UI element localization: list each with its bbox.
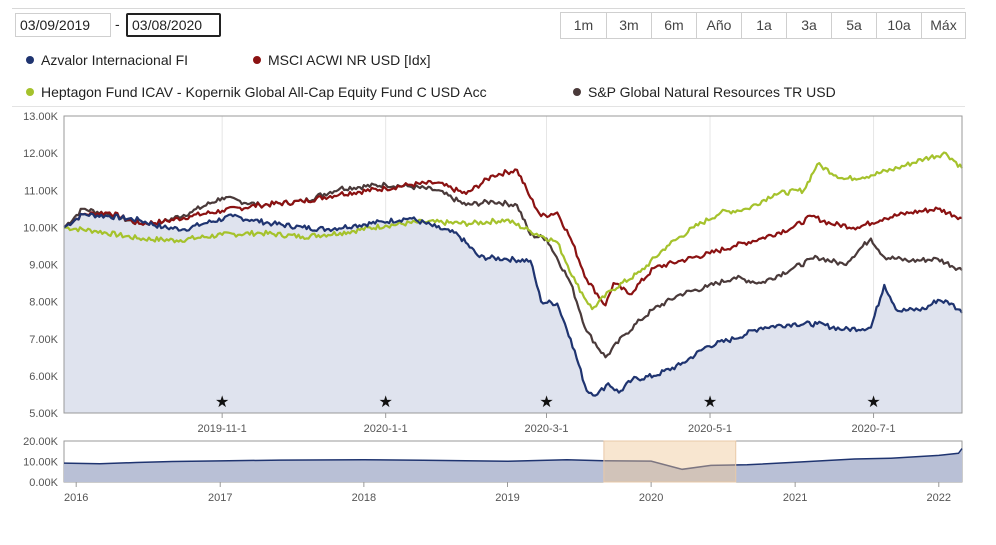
range-button-6m[interactable]: 6m	[651, 13, 696, 38]
range-button-3m[interactable]: 3m	[606, 13, 651, 38]
x-tick-label: 2020-5-1	[688, 423, 732, 435]
event-star-icon: ★	[378, 392, 392, 411]
navigator-x-tick-label: 2022	[927, 492, 951, 504]
navigator-line	[63, 448, 963, 471]
series-line-msci	[63, 168, 963, 307]
navigator-area	[64, 448, 962, 482]
legend-dot-msci	[253, 56, 261, 64]
navigator-x-tick-label: 2021	[783, 492, 807, 504]
range-button-10y[interactable]: 10a	[876, 13, 921, 38]
legend-label-heptagon: Heptagon Fund ICAV - Kopernik Global All…	[41, 84, 487, 100]
x-tick-label: 2020-1-1	[364, 423, 408, 435]
x-tick-label: 2020-3-1	[524, 423, 568, 435]
legend-dot-heptagon	[26, 88, 34, 96]
navigator-x-tick-label: 2020	[639, 492, 663, 504]
range-button-group: 1m 3m 6m Año 1a 3a 5a 10a Máx	[560, 12, 966, 39]
navigator-y-tick-label: 10.00K	[23, 457, 59, 469]
range-button-1m[interactable]: 1m	[573, 17, 594, 33]
main-plot-frame	[63, 115, 963, 414]
legend-item-heptagon[interactable]: Heptagon Fund ICAV - Kopernik Global All…	[26, 84, 487, 100]
top-divider	[12, 0, 965, 9]
y-tick-label: 9.00K	[29, 260, 58, 272]
navigator-x-tick-label: 2018	[352, 492, 376, 504]
performance-chart: ★ ★ ★ ★ ★ 5.00K 6.00K 7.00K 8.00K 9.00K 10.00K 11.…	[23, 111, 963, 504]
legend-item-msci[interactable]: MSCI ACWI NR USD [Idx]	[253, 52, 431, 68]
y-tick-label: 8.00K	[29, 297, 58, 309]
y-tick-label: 11.00K	[24, 185, 59, 197]
main-y-axis: 5.00K 6.00K 7.00K 8.00K 9.00K 10.00K 11.00K 12.…	[23, 111, 59, 420]
y-tick-label: 6.00K	[29, 371, 58, 383]
y-tick-label: 10.00K	[23, 222, 59, 234]
legend-item-azvalor[interactable]: Azvalor Internacional FI	[26, 52, 188, 68]
range-button-3y[interactable]: 3a	[786, 13, 831, 38]
main-lines-layer	[63, 151, 963, 397]
date-from-input[interactable]: 03/09/2019	[15, 13, 111, 37]
y-tick-label: 5.00K	[29, 408, 58, 420]
date-to-input[interactable]: 03/08/2020	[126, 13, 221, 37]
navigator-x-tick-label: 2017	[208, 492, 232, 504]
event-star-icon: ★	[703, 392, 717, 411]
range-button-max[interactable]: Máx	[921, 13, 965, 38]
event-star-icon: ★	[866, 392, 880, 411]
x-tick-label: 2019-11-1	[197, 423, 246, 435]
event-star-icon: ★	[539, 392, 553, 411]
legend-divider	[12, 106, 965, 107]
navigator-x-tick-label: 2016	[64, 492, 88, 504]
y-tick-label: 7.00K	[29, 334, 58, 346]
legend-dot-azvalor	[26, 56, 34, 64]
navigator-y-tick-label: 20.00K	[23, 436, 59, 448]
legend-dot-sp-natural-resources	[573, 88, 581, 96]
navigator-y-tick-label: 0.00K	[29, 477, 58, 489]
date-range-separator: -	[115, 16, 120, 32]
main-x-axis: 2019-11-1 2020-1-1 2020-3-1 2020-5-1 2020-7-…	[197, 413, 896, 435]
event-markers: ★ ★ ★ ★ ★	[215, 392, 881, 411]
navigator-chart[interactable]: 0.00K 10.00K 20.00K 2016 2017 2018 2019 2020 202…	[23, 436, 963, 504]
legend-label-sp-natural-resources: S&P Global Natural Resources TR USD	[588, 84, 836, 100]
range-button-5y[interactable]: 5a	[831, 13, 876, 38]
y-tick-label: 12.00K	[23, 148, 59, 160]
range-button-ytd[interactable]: Año	[696, 13, 741, 38]
legend-label-msci: MSCI ACWI NR USD [Idx]	[268, 52, 431, 68]
x-tick-label: 2020-7-1	[852, 423, 896, 435]
navigator-x-tick-label: 2019	[495, 492, 519, 504]
series-line-heptagon	[63, 151, 963, 311]
series-line-sp-natural-resources	[63, 181, 963, 359]
series-area-azvalor	[64, 213, 962, 413]
range-button-1y[interactable]: 1a	[741, 13, 786, 38]
navigator-selection-window[interactable]	[603, 440, 737, 483]
series-line-azvalor	[63, 212, 963, 397]
legend-item-sp-natural-resources[interactable]: S&P Global Natural Resources TR USD	[573, 84, 836, 100]
y-tick-label: 13.00K	[23, 111, 59, 123]
legend-label-azvalor: Azvalor Internacional FI	[41, 52, 189, 68]
event-star-icon: ★	[215, 392, 229, 411]
main-area-layer	[64, 213, 962, 413]
